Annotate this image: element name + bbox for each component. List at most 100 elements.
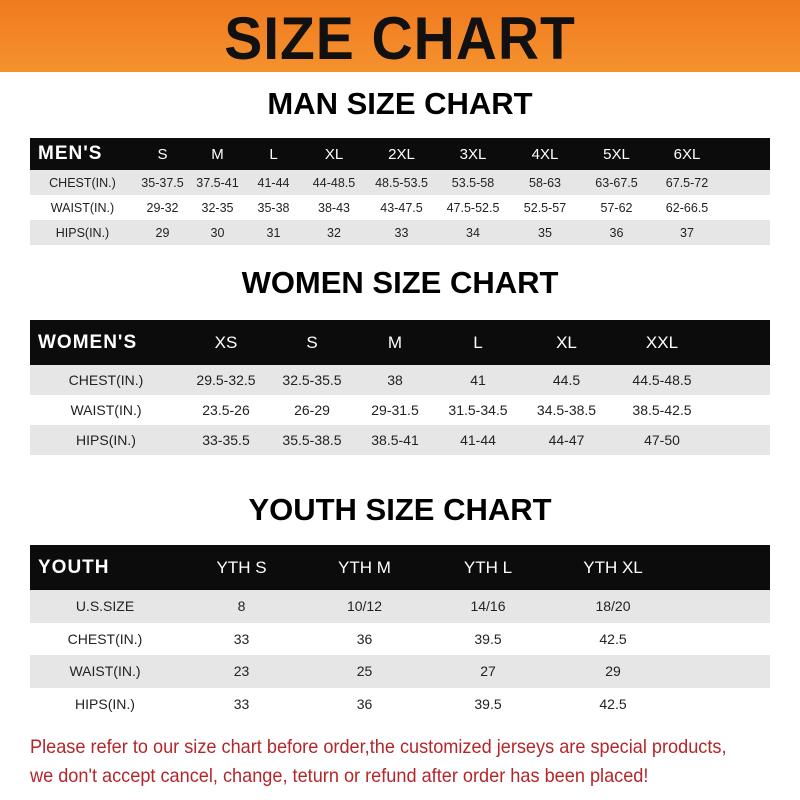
youth-size-table: YOUTH YTH S YTH M YTH L YTH XL U.S.SIZE 8 10/12… bbox=[30, 545, 770, 720]
size-cell: 33 bbox=[233, 695, 250, 712]
size-cell: 53.5-58 bbox=[451, 175, 495, 190]
size-cell: 44-48.5 bbox=[312, 175, 356, 190]
size-cell: L bbox=[473, 332, 483, 352]
size-cell: 32 bbox=[327, 225, 341, 240]
size-cell: 33-35.5 bbox=[202, 432, 250, 448]
size-cell: 41-44 bbox=[460, 432, 496, 448]
size-cell: 67.5-72 bbox=[665, 175, 709, 190]
table-header-row: WOMEN'S XS S M L XL XXL bbox=[30, 320, 770, 365]
size-cell: 52.5-57 bbox=[523, 200, 567, 215]
size-cell: 10/12 bbox=[346, 598, 383, 615]
table-row: WAIST(IN.) 29-32 32-35 35-38 38-43 43-47.5 47.… bbox=[30, 195, 770, 220]
row-label: HIPS(IN.) bbox=[75, 695, 135, 712]
size-cell: 42.5 bbox=[599, 695, 627, 712]
size-cell: 29-31.5 bbox=[371, 402, 419, 418]
size-cell: 44-47 bbox=[548, 432, 585, 448]
row-label: WAIST(IN.) bbox=[70, 402, 142, 418]
size-cell: 35 bbox=[538, 225, 552, 240]
row-label: CHEST(IN.) bbox=[68, 372, 144, 388]
size-cell: 57-62 bbox=[600, 200, 633, 215]
size-cell: 25 bbox=[356, 663, 373, 680]
women-size-table: WOMEN'S XS S M L XL XXL CHEST(IN.) 29.5-32.5 32.5… bbox=[30, 320, 770, 455]
banner: SIZE CHART bbox=[0, 0, 800, 72]
size-cell: 42.5 bbox=[599, 630, 627, 647]
size-cell: 23.5-26 bbox=[202, 402, 250, 418]
row-label: HIPS(IN.) bbox=[76, 432, 136, 448]
row-label: HIPS(IN.) bbox=[55, 225, 110, 240]
size-cell: 18/20 bbox=[595, 598, 631, 615]
size-cell: 39.5 bbox=[474, 695, 502, 712]
size-cell: 5XL bbox=[603, 145, 630, 163]
size-cell: 38.5-41 bbox=[371, 432, 419, 448]
size-cell: M bbox=[211, 145, 224, 163]
size-cell: 27 bbox=[480, 663, 496, 680]
size-cell: 32-35 bbox=[201, 200, 234, 215]
size-cell: 44.5-48.5 bbox=[632, 372, 692, 388]
size-cell: 14/16 bbox=[470, 598, 506, 615]
size-cell: 31 bbox=[266, 225, 281, 240]
table-row: U.S.SIZE 8 10/12 14/16 18/20 bbox=[30, 590, 770, 623]
notice-line-2: we don't accept cancel, change, teturn o… bbox=[30, 765, 649, 787]
table-header-row: YOUTH YTH S YTH M YTH L YTH XL bbox=[30, 545, 770, 590]
men-heading: MAN SIZE CHART bbox=[267, 86, 533, 121]
row-label: WAIST(IN.) bbox=[50, 200, 115, 215]
size-cell: 38.5-42.5 bbox=[632, 402, 692, 418]
size-cell: 33 bbox=[394, 225, 409, 240]
size-cell: 36 bbox=[356, 695, 373, 712]
size-cell: 38-43 bbox=[318, 200, 350, 215]
table-row: CHEST(IN.) 29.5-32.5 32.5-35.5 38 41 44.5 44.5… bbox=[30, 365, 770, 395]
size-cell: 35-37.5 bbox=[141, 175, 184, 190]
size-cell: 3XL bbox=[459, 145, 487, 163]
size-cell: 33 bbox=[233, 630, 250, 647]
size-cell: 37 bbox=[680, 225, 694, 240]
size-cell: 43-47.5 bbox=[380, 200, 423, 215]
table-row: HIPS(IN.) 33-35.5 35.5-38.5 38.5-41 41-44 44-… bbox=[30, 425, 770, 455]
size-cell: S bbox=[157, 145, 168, 163]
table-row: HIPS(IN.) 33 36 39.5 42.5 bbox=[30, 687, 770, 720]
size-cell: 62-66.5 bbox=[665, 200, 709, 215]
size-cell: 31.5-34.5 bbox=[448, 402, 508, 418]
size-cell: 4XL bbox=[531, 145, 559, 163]
size-cell: 44.5 bbox=[552, 372, 581, 388]
size-cell: 26-29 bbox=[294, 402, 330, 418]
notice-line-1: Please refer to our size chart before or… bbox=[30, 736, 727, 758]
size-cell: 41 bbox=[470, 372, 486, 388]
size-cell: YTH L bbox=[463, 557, 513, 577]
size-cell: 29-32 bbox=[146, 200, 179, 215]
table-row: CHEST(IN.) 33 36 39.5 42.5 bbox=[30, 622, 770, 655]
table-row: WAIST(IN.) 23 25 27 29 bbox=[30, 655, 770, 688]
size-cell: 58-63 bbox=[529, 175, 561, 190]
size-cell: 47.5-52.5 bbox=[446, 200, 500, 215]
size-cell: XXL bbox=[645, 332, 679, 352]
row-label: WAIST(IN.) bbox=[69, 663, 141, 680]
order-notice: Please refer to our size chart before or… bbox=[30, 733, 737, 791]
size-cell: YTH S bbox=[216, 557, 267, 577]
size-cell: L bbox=[269, 145, 278, 163]
size-cell: YTH M bbox=[338, 557, 391, 577]
size-cell: 2XL bbox=[388, 145, 415, 163]
women-heading: WOMEN SIZE CHART bbox=[241, 265, 559, 300]
men-size-table: MEN'S S M L XL 2XL 3XL 4XL 5XL 6XL CHEST(IN.) 35-37… bbox=[30, 138, 770, 245]
banner-title: SIZE CHART bbox=[224, 5, 576, 72]
table-row: WAIST(IN.) 23.5-26 26-29 29-31.5 31.5-34.5 34… bbox=[30, 395, 770, 425]
youth-heading: YOUTH SIZE CHART bbox=[248, 492, 552, 527]
size-cell: XS bbox=[214, 332, 238, 352]
size-cell: XL bbox=[556, 332, 577, 352]
size-cell: 29 bbox=[155, 225, 170, 240]
size-cell: 34 bbox=[466, 225, 480, 240]
size-cell: 23 bbox=[233, 663, 250, 680]
table-header-row: MEN'S S M L XL 2XL 3XL 4XL 5XL 6XL bbox=[30, 138, 770, 170]
size-cell: 34.5-38.5 bbox=[536, 402, 597, 418]
size-cell: 35-38 bbox=[257, 200, 290, 215]
size-cell: XL bbox=[324, 145, 344, 163]
row-label: U.S.SIZE bbox=[75, 598, 135, 615]
size-cell: 36 bbox=[609, 225, 624, 240]
size-cell: 36 bbox=[356, 630, 373, 647]
table-row: CHEST(IN.) 35-37.5 37.5-41 41-44 44-48.5 48.5… bbox=[30, 170, 770, 195]
size-cell: 8 bbox=[237, 598, 246, 615]
size-cell: 29.5-32.5 bbox=[196, 372, 256, 388]
size-cell: 38 bbox=[387, 372, 403, 388]
size-cell: 6XL bbox=[673, 145, 701, 163]
size-cell: M bbox=[387, 332, 403, 352]
size-cell: YTH XL bbox=[583, 557, 643, 577]
